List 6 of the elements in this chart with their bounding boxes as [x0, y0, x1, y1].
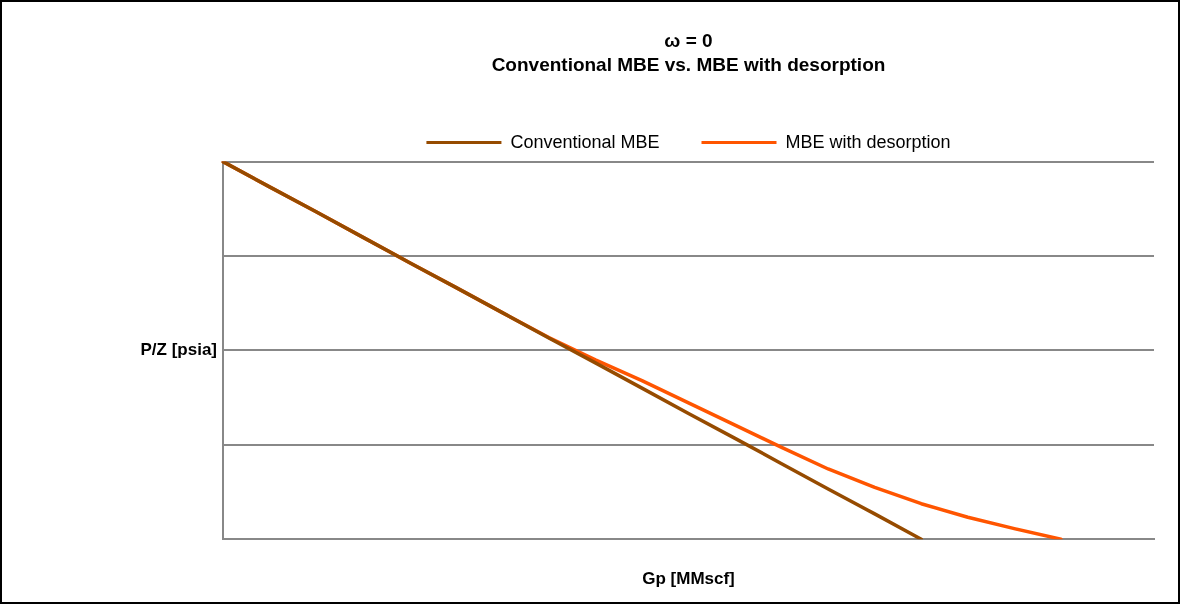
legend-label: Conventional MBE — [510, 131, 660, 152]
chart-title: ω = 0 — [664, 29, 713, 51]
chart-subtitle: Conventional MBE vs. MBE with desorption — [491, 54, 886, 76]
y-axis-title: P/Z [psia] — [140, 340, 217, 360]
legend-label: MBE with desorption — [785, 131, 951, 152]
x-axis-title: Gp [MMscf] — [642, 569, 735, 589]
